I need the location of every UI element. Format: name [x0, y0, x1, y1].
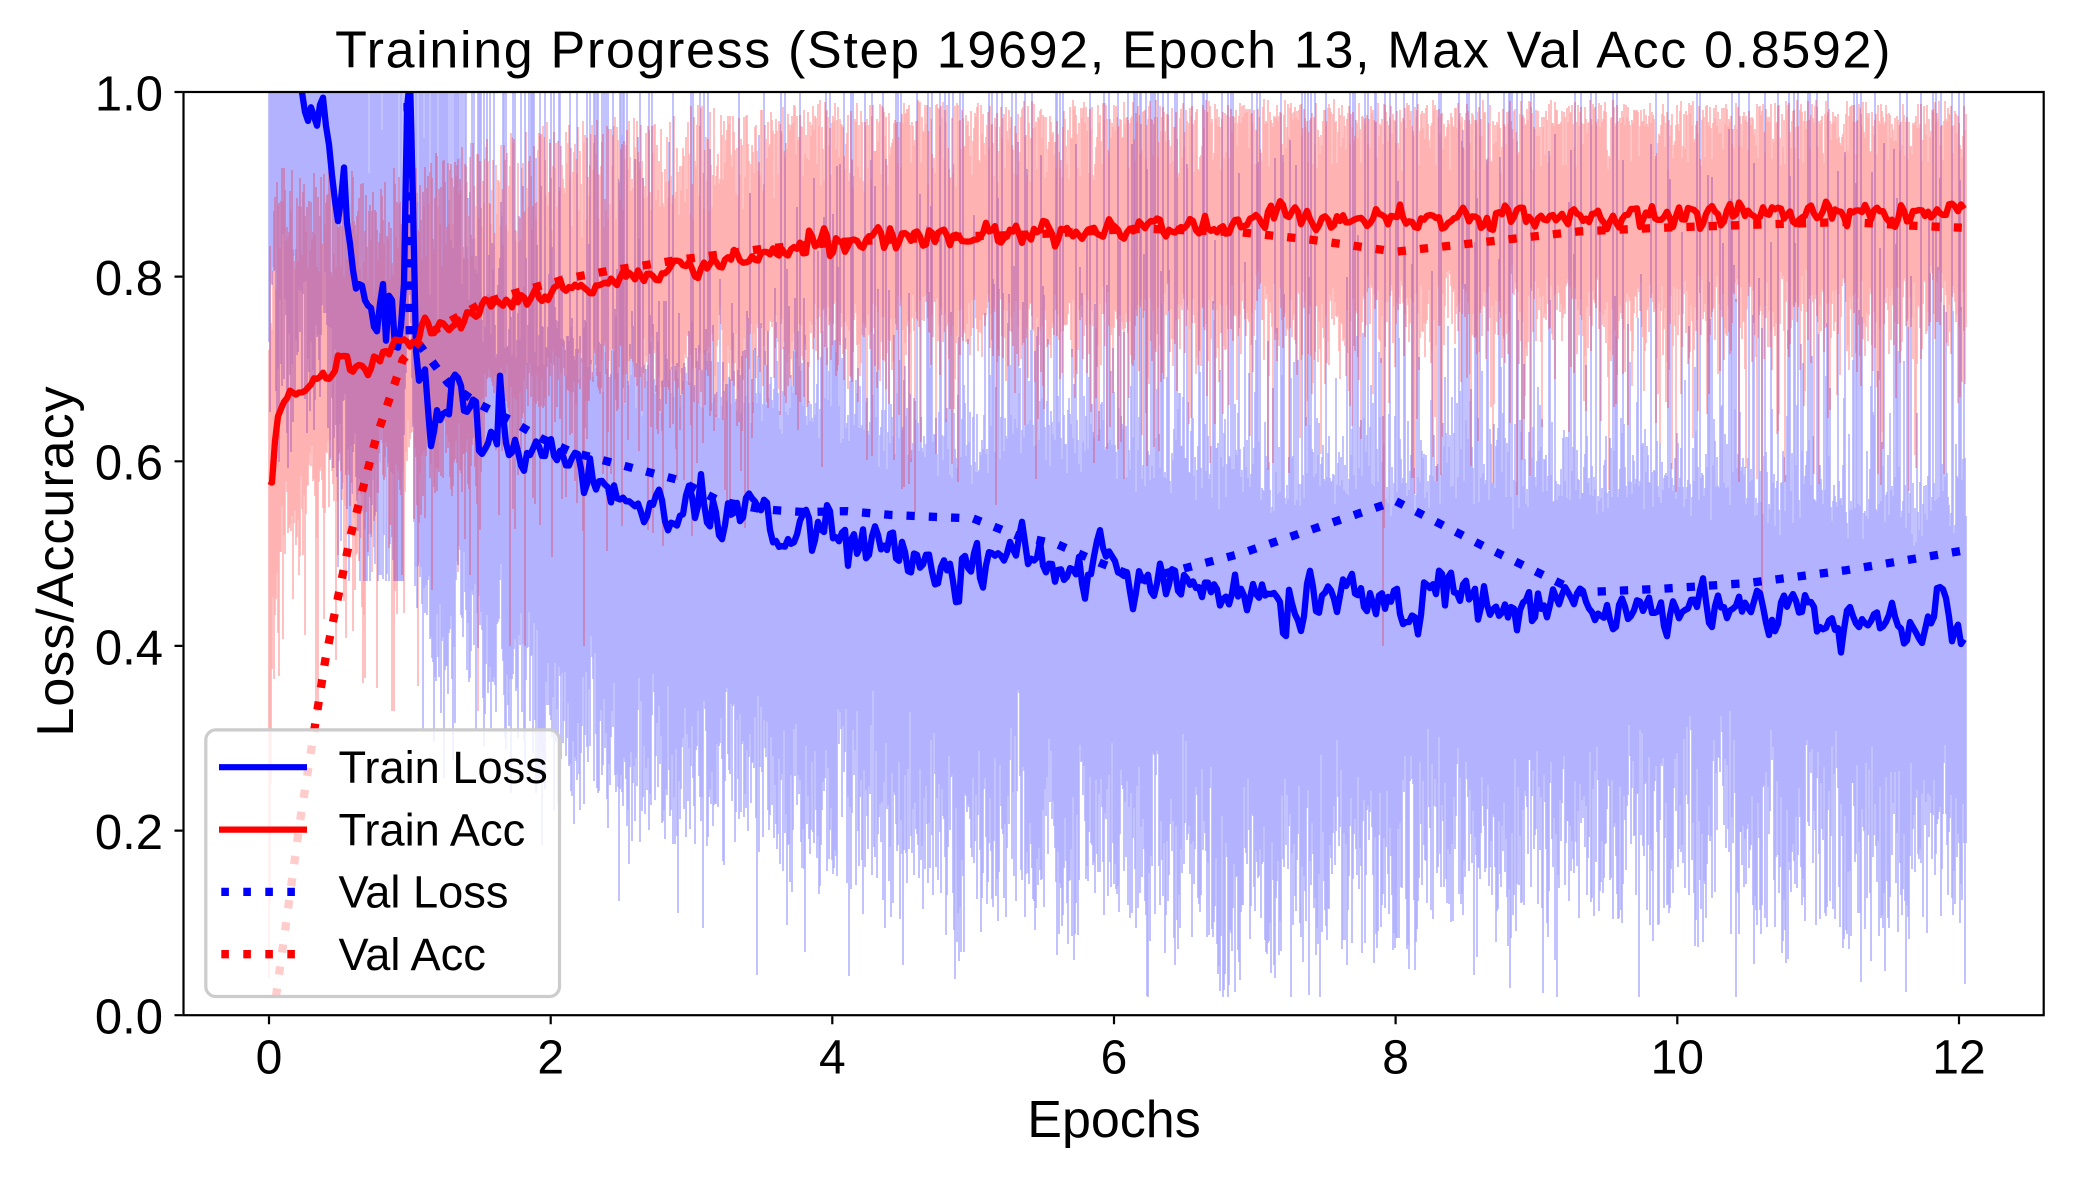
svg-text:0.0: 0.0 — [95, 991, 163, 1045]
svg-text:1.0: 1.0 — [95, 67, 163, 121]
svg-text:Val Loss: Val Loss — [339, 867, 509, 918]
svg-text:8: 8 — [1382, 1032, 1409, 1085]
svg-text:Train Loss: Train Loss — [339, 742, 548, 793]
svg-text:12: 12 — [1932, 1032, 1985, 1085]
svg-text:Epochs: Epochs — [1027, 1091, 1200, 1149]
svg-text:Training Progress (Step 19692,: Training Progress (Step 19692, Epoch 13,… — [335, 22, 1892, 80]
svg-text:Val Acc: Val Acc — [339, 929, 486, 980]
svg-text:0.8: 0.8 — [95, 252, 163, 306]
svg-text:0.6: 0.6 — [95, 437, 163, 491]
svg-text:Loss/Accuracy: Loss/Accuracy — [27, 385, 85, 736]
svg-text:0.4: 0.4 — [95, 621, 163, 675]
svg-text:6: 6 — [1101, 1032, 1128, 1085]
svg-text:4: 4 — [819, 1032, 846, 1085]
svg-text:10: 10 — [1651, 1032, 1704, 1085]
svg-text:Train Acc: Train Acc — [339, 804, 526, 855]
svg-text:0.2: 0.2 — [95, 806, 163, 860]
svg-text:0: 0 — [256, 1032, 283, 1085]
svg-text:2: 2 — [537, 1032, 564, 1085]
